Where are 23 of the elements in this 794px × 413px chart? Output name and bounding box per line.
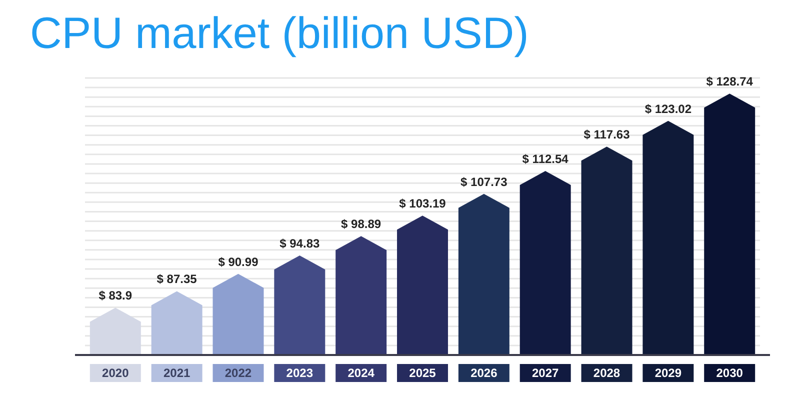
data-label: $ 83.9 bbox=[98, 288, 132, 303]
chart-title: CPU market (billion USD) bbox=[30, 9, 529, 58]
data-label: $ 123.02 bbox=[644, 102, 692, 116]
x-tick-label: 2021 bbox=[163, 366, 190, 380]
x-tick-label: 2029 bbox=[654, 366, 682, 380]
x-tick-label: 2025 bbox=[409, 366, 436, 380]
x-tick-label: 2022 bbox=[224, 366, 252, 380]
x-tick-label: 2027 bbox=[532, 366, 560, 380]
x-tick-label: 2020 bbox=[102, 366, 130, 380]
x-tick-label: 2024 bbox=[348, 366, 375, 380]
data-label: $ 87.35 bbox=[156, 272, 198, 286]
data-label: $ 107.73 bbox=[460, 174, 508, 189]
data-label: $ 90.99 bbox=[218, 254, 259, 269]
data-label: $ 128.74 bbox=[706, 74, 754, 89]
data-label: $ 112.54 bbox=[522, 152, 569, 166]
data-label: $ 98.89 bbox=[341, 217, 382, 232]
x-tick-label: 2030 bbox=[716, 366, 744, 380]
x-tick-label: 2028 bbox=[593, 366, 620, 380]
x-tick-label: 2026 bbox=[470, 366, 498, 380]
data-label: $ 103.19 bbox=[399, 196, 446, 211]
data-label: $ 94.83 bbox=[280, 236, 320, 251]
data-label: $ 117.63 bbox=[584, 128, 630, 142]
x-tick-label: 2023 bbox=[286, 366, 314, 380]
